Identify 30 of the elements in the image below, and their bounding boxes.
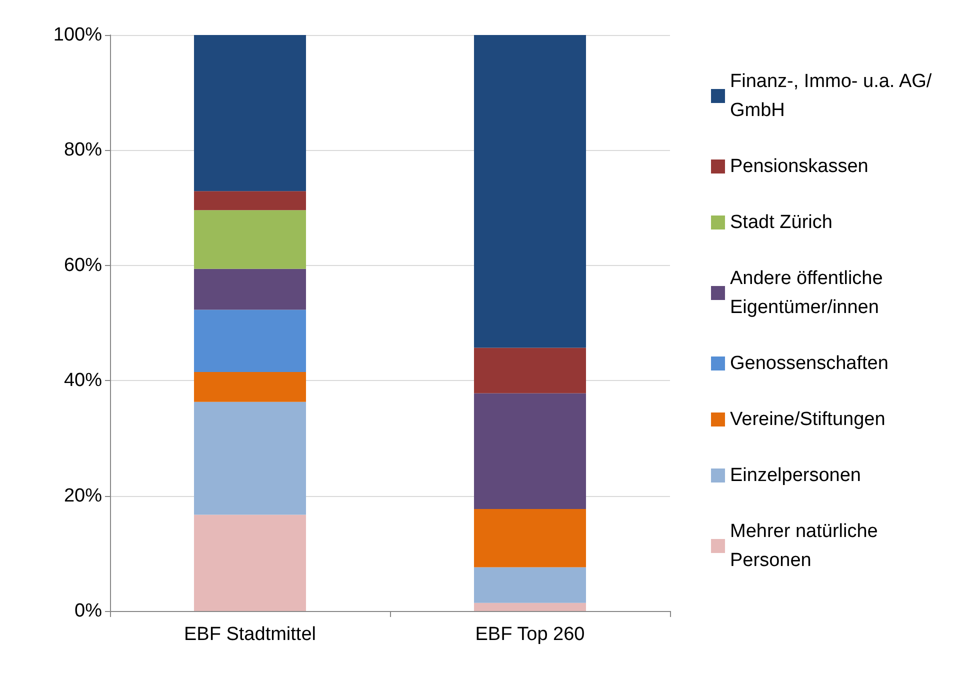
legend-label: Mehrer natürliche Personen [730,521,884,571]
bar [194,210,306,269]
legend-label: Finanz-, Immo- u.a. AG/GmbH [730,71,932,121]
y-tick-label: 20% [64,485,102,506]
bar [194,310,306,372]
legend-label: Andere öffentliche Eigentümer/innen [730,268,888,318]
legend-label: Vereine/Stiftungen [730,409,886,430]
bar [474,509,586,568]
y-tick-label: 40% [64,370,102,392]
bar [194,268,306,310]
x-tick-label: EBF Stadtmittel [184,624,316,645]
bar [194,35,306,192]
bar [474,393,586,510]
bar [194,372,306,402]
bar [474,602,586,611]
bar [474,567,586,603]
bar [474,35,586,348]
legend-label: Genossenschaften [730,353,888,374]
bar [194,191,306,210]
bar [474,348,586,394]
legend-label: Einzelpersonen [730,465,861,486]
bar [194,402,306,515]
y-tick-label: 80% [64,140,102,161]
y-tick-label: 100% [53,24,102,46]
y-tick-label: 60% [64,254,102,276]
legend-label: Pensionskassen [730,156,868,177]
legend-label: Stadt Zürich [730,212,832,233]
y-tick-label: 0% [74,600,102,622]
x-tick-label: EBF Top 260 [475,624,585,645]
bar [194,514,306,611]
